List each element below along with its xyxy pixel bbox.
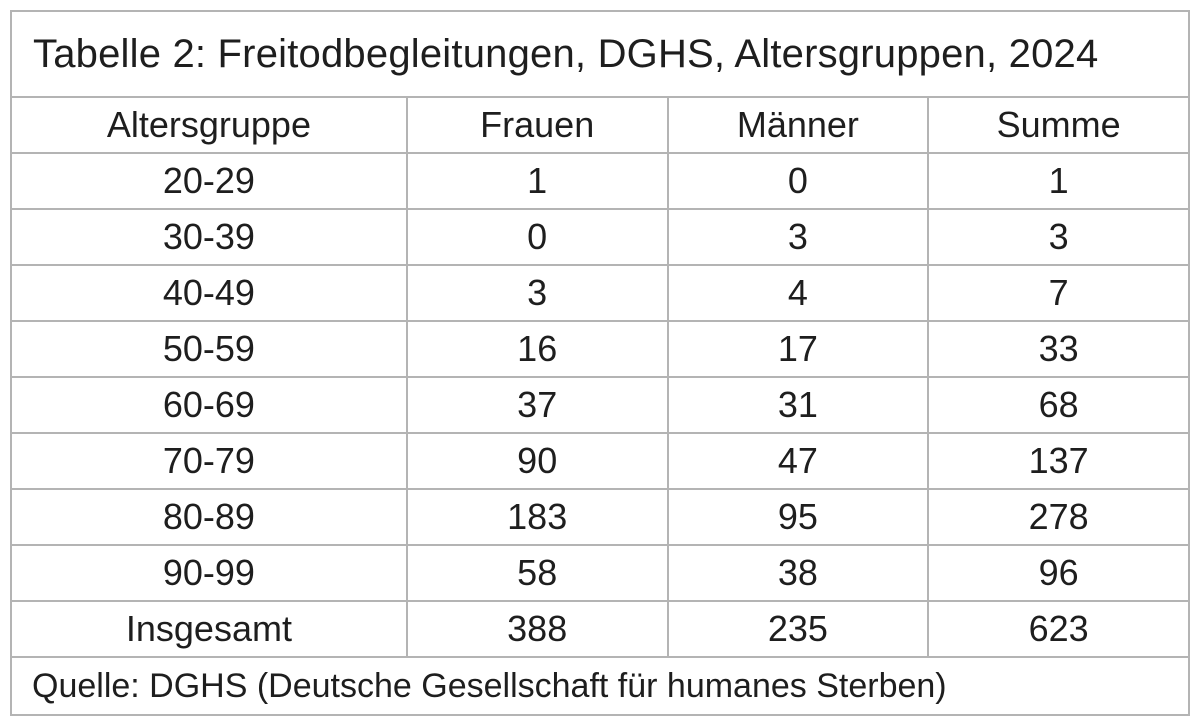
value-cell: 1 bbox=[927, 152, 1190, 210]
table-row: 60-69 37 31 68 bbox=[10, 376, 1190, 434]
value-cell: 37 bbox=[405, 376, 669, 434]
value-cell: 0 bbox=[666, 152, 930, 210]
value-cell: 31 bbox=[666, 376, 930, 434]
table-row: Insgesamt 388 235 623 bbox=[10, 600, 1190, 658]
table-row: 90-99 58 38 96 bbox=[10, 544, 1190, 602]
value-cell: 4 bbox=[666, 264, 930, 322]
value-cell: 68 bbox=[927, 376, 1190, 434]
column-header: Summe bbox=[927, 96, 1190, 154]
dghs-table: Tabelle 2: Freitodbegleitungen, DGHS, Al… bbox=[10, 10, 1190, 716]
row-label-cell: Insgesamt bbox=[10, 600, 408, 658]
table-title: Tabelle 2: Freitodbegleitungen, DGHS, Al… bbox=[10, 10, 1190, 98]
value-cell: 388 bbox=[405, 600, 669, 658]
row-label-cell: 20-29 bbox=[10, 152, 408, 210]
title-row: Tabelle 2: Freitodbegleitungen, DGHS, Al… bbox=[10, 10, 1190, 98]
row-label-cell: 90-99 bbox=[10, 544, 408, 602]
value-cell: 38 bbox=[666, 544, 930, 602]
table-row: 30-39 0 3 3 bbox=[10, 208, 1190, 266]
table-row: 80-89 183 95 278 bbox=[10, 488, 1190, 546]
row-label-cell: 40-49 bbox=[10, 264, 408, 322]
column-header: Frauen bbox=[405, 96, 669, 154]
value-cell: 278 bbox=[927, 488, 1190, 546]
row-label-cell: 60-69 bbox=[10, 376, 408, 434]
table-body: 20-29 1 0 1 30-39 0 3 3 40-49 3 4 7 50-59 16 17 33 60-69… bbox=[10, 152, 1190, 658]
value-cell: 3 bbox=[927, 208, 1190, 266]
value-cell: 47 bbox=[666, 432, 930, 490]
row-label-cell: 80-89 bbox=[10, 488, 408, 546]
table-header-row: Altersgruppe Frauen Männer Summe bbox=[10, 96, 1190, 154]
value-cell: 95 bbox=[666, 488, 930, 546]
row-label-cell: 50-59 bbox=[10, 320, 408, 378]
column-header: Altersgruppe bbox=[10, 96, 408, 154]
value-cell: 58 bbox=[405, 544, 669, 602]
table-row: 20-29 1 0 1 bbox=[10, 152, 1190, 210]
table-row: 40-49 3 4 7 bbox=[10, 264, 1190, 322]
value-cell: 623 bbox=[927, 600, 1190, 658]
value-cell: 235 bbox=[666, 600, 930, 658]
table-row: 70-79 90 47 137 bbox=[10, 432, 1190, 490]
value-cell: 137 bbox=[927, 432, 1190, 490]
table-row: 50-59 16 17 33 bbox=[10, 320, 1190, 378]
value-cell: 16 bbox=[405, 320, 669, 378]
value-cell: 7 bbox=[927, 264, 1190, 322]
source-row: Quelle: DGHS (Deutsche Gesellschaft für … bbox=[10, 656, 1190, 716]
value-cell: 3 bbox=[405, 264, 669, 322]
value-cell: 3 bbox=[666, 208, 930, 266]
value-cell: 183 bbox=[405, 488, 669, 546]
value-cell: 33 bbox=[927, 320, 1190, 378]
column-header: Männer bbox=[666, 96, 930, 154]
row-label-cell: 70-79 bbox=[10, 432, 408, 490]
value-cell: 17 bbox=[666, 320, 930, 378]
value-cell: 96 bbox=[927, 544, 1190, 602]
value-cell: 0 bbox=[405, 208, 669, 266]
row-label-cell: 30-39 bbox=[10, 208, 408, 266]
table-source: Quelle: DGHS (Deutsche Gesellschaft für … bbox=[10, 656, 1190, 716]
value-cell: 1 bbox=[405, 152, 669, 210]
value-cell: 90 bbox=[405, 432, 669, 490]
